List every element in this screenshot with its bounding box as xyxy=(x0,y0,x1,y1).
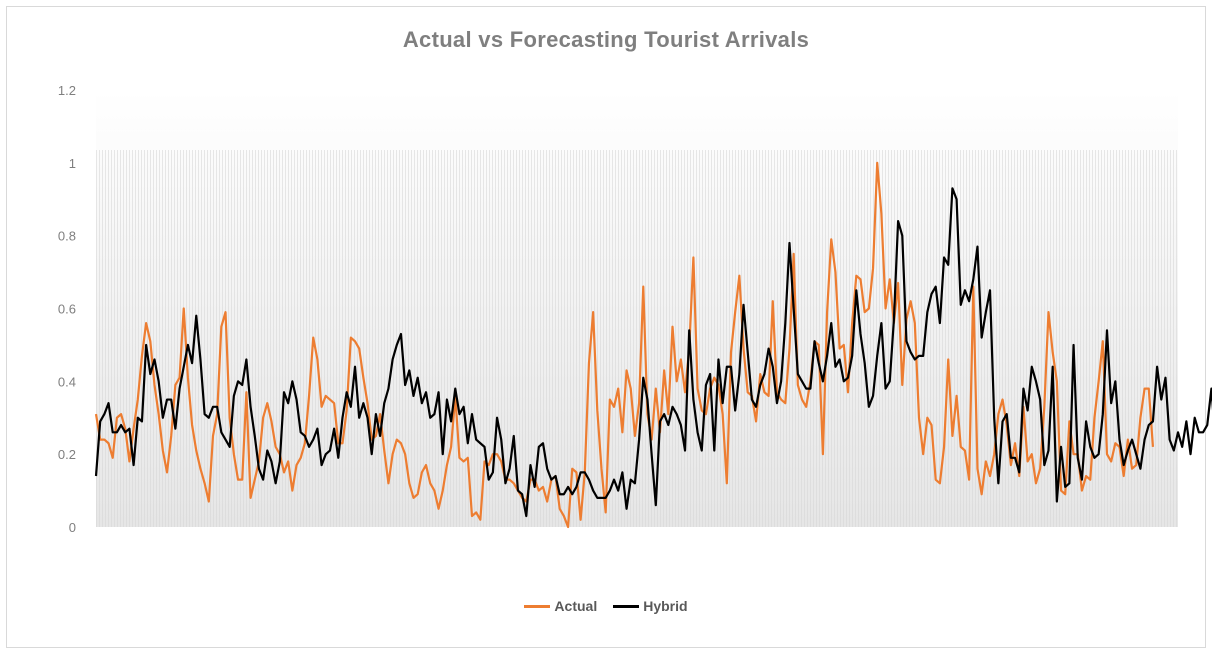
series-line-actual xyxy=(94,161,1155,529)
legend-swatch-actual xyxy=(524,604,551,608)
legend-swatch-hybrid xyxy=(613,604,640,608)
legend-item-hybrid: Hybrid xyxy=(613,598,688,614)
legend-item-actual: Actual xyxy=(524,598,597,614)
legend-label-actual: Actual xyxy=(554,598,598,614)
y-tick-label: 0.8 xyxy=(58,229,76,244)
y-tick-label: 0.2 xyxy=(58,447,76,462)
legend-label-hybrid: Hybrid xyxy=(643,598,688,614)
chart-title: Actual vs Forecasting Tourist Arrivals xyxy=(402,27,810,52)
series-line-hybrid xyxy=(94,187,1212,518)
y-tick-label: 0 xyxy=(69,520,76,535)
y-tick-label: 0.6 xyxy=(58,302,76,317)
y-tick-label: 0.4 xyxy=(58,374,76,389)
legend: Actual Hybrid xyxy=(0,598,1212,614)
y-tick-label: 1 xyxy=(69,156,76,171)
y-tick-label: 1.2 xyxy=(58,83,76,98)
